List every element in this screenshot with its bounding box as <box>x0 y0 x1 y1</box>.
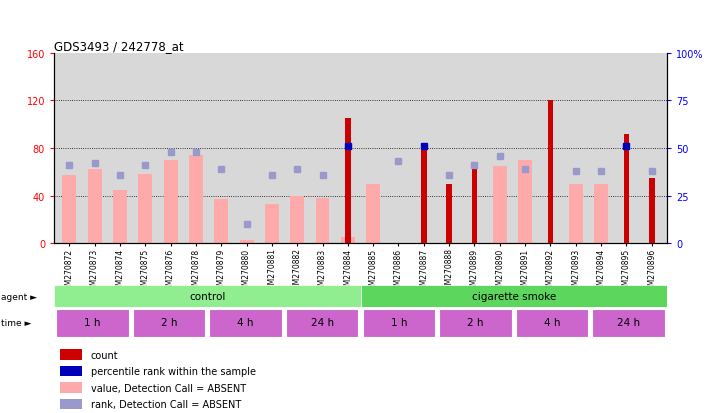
Text: 1 h: 1 h <box>391 318 407 328</box>
Bar <box>88 170 102 244</box>
Bar <box>316 199 329 244</box>
Bar <box>189 156 203 244</box>
Bar <box>164 161 177 244</box>
Bar <box>569 184 583 244</box>
Bar <box>61 399 81 410</box>
Bar <box>239 240 254 244</box>
Bar <box>209 309 282 337</box>
Bar <box>341 238 355 244</box>
Bar <box>516 309 588 337</box>
Text: 2 h: 2 h <box>467 318 484 328</box>
Text: time ►: time ► <box>1 319 32 328</box>
Bar <box>518 161 532 244</box>
Text: rank, Detection Call = ABSENT: rank, Detection Call = ABSENT <box>91 399 241 409</box>
Bar <box>624 134 629 244</box>
Text: 4 h: 4 h <box>544 318 560 328</box>
Text: 24 h: 24 h <box>617 318 640 328</box>
Bar <box>214 200 228 244</box>
Text: count: count <box>91 350 118 360</box>
Text: 1 h: 1 h <box>84 318 101 328</box>
Bar <box>133 309 205 337</box>
Bar <box>286 309 358 337</box>
Bar <box>649 178 655 244</box>
Bar <box>113 190 127 244</box>
Text: cigarette smoke: cigarette smoke <box>472 291 556 301</box>
Bar <box>421 150 427 244</box>
Bar <box>472 166 477 244</box>
Bar <box>61 366 81 377</box>
Text: value, Detection Call = ABSENT: value, Detection Call = ABSENT <box>91 383 246 393</box>
Bar <box>138 175 152 244</box>
Bar <box>363 309 435 337</box>
Text: agent ►: agent ► <box>1 292 37 301</box>
Bar <box>291 196 304 244</box>
Bar <box>360 285 667 308</box>
Bar <box>265 204 279 244</box>
Bar <box>594 184 608 244</box>
Bar <box>62 176 76 244</box>
Bar <box>493 166 507 244</box>
Bar <box>366 184 380 244</box>
Text: percentile rank within the sample: percentile rank within the sample <box>91 366 256 376</box>
Bar <box>345 119 350 244</box>
Bar <box>54 285 360 308</box>
Text: 4 h: 4 h <box>237 318 254 328</box>
Text: control: control <box>189 291 226 301</box>
Bar <box>61 349 81 360</box>
Text: 24 h: 24 h <box>311 318 334 328</box>
Text: GDS3493 / 242778_at: GDS3493 / 242778_at <box>54 40 184 52</box>
Bar <box>446 184 452 244</box>
Bar <box>439 309 512 337</box>
Bar <box>548 101 553 244</box>
Bar <box>56 309 128 337</box>
Bar <box>593 309 665 337</box>
Bar <box>61 382 81 393</box>
Text: 2 h: 2 h <box>161 318 177 328</box>
